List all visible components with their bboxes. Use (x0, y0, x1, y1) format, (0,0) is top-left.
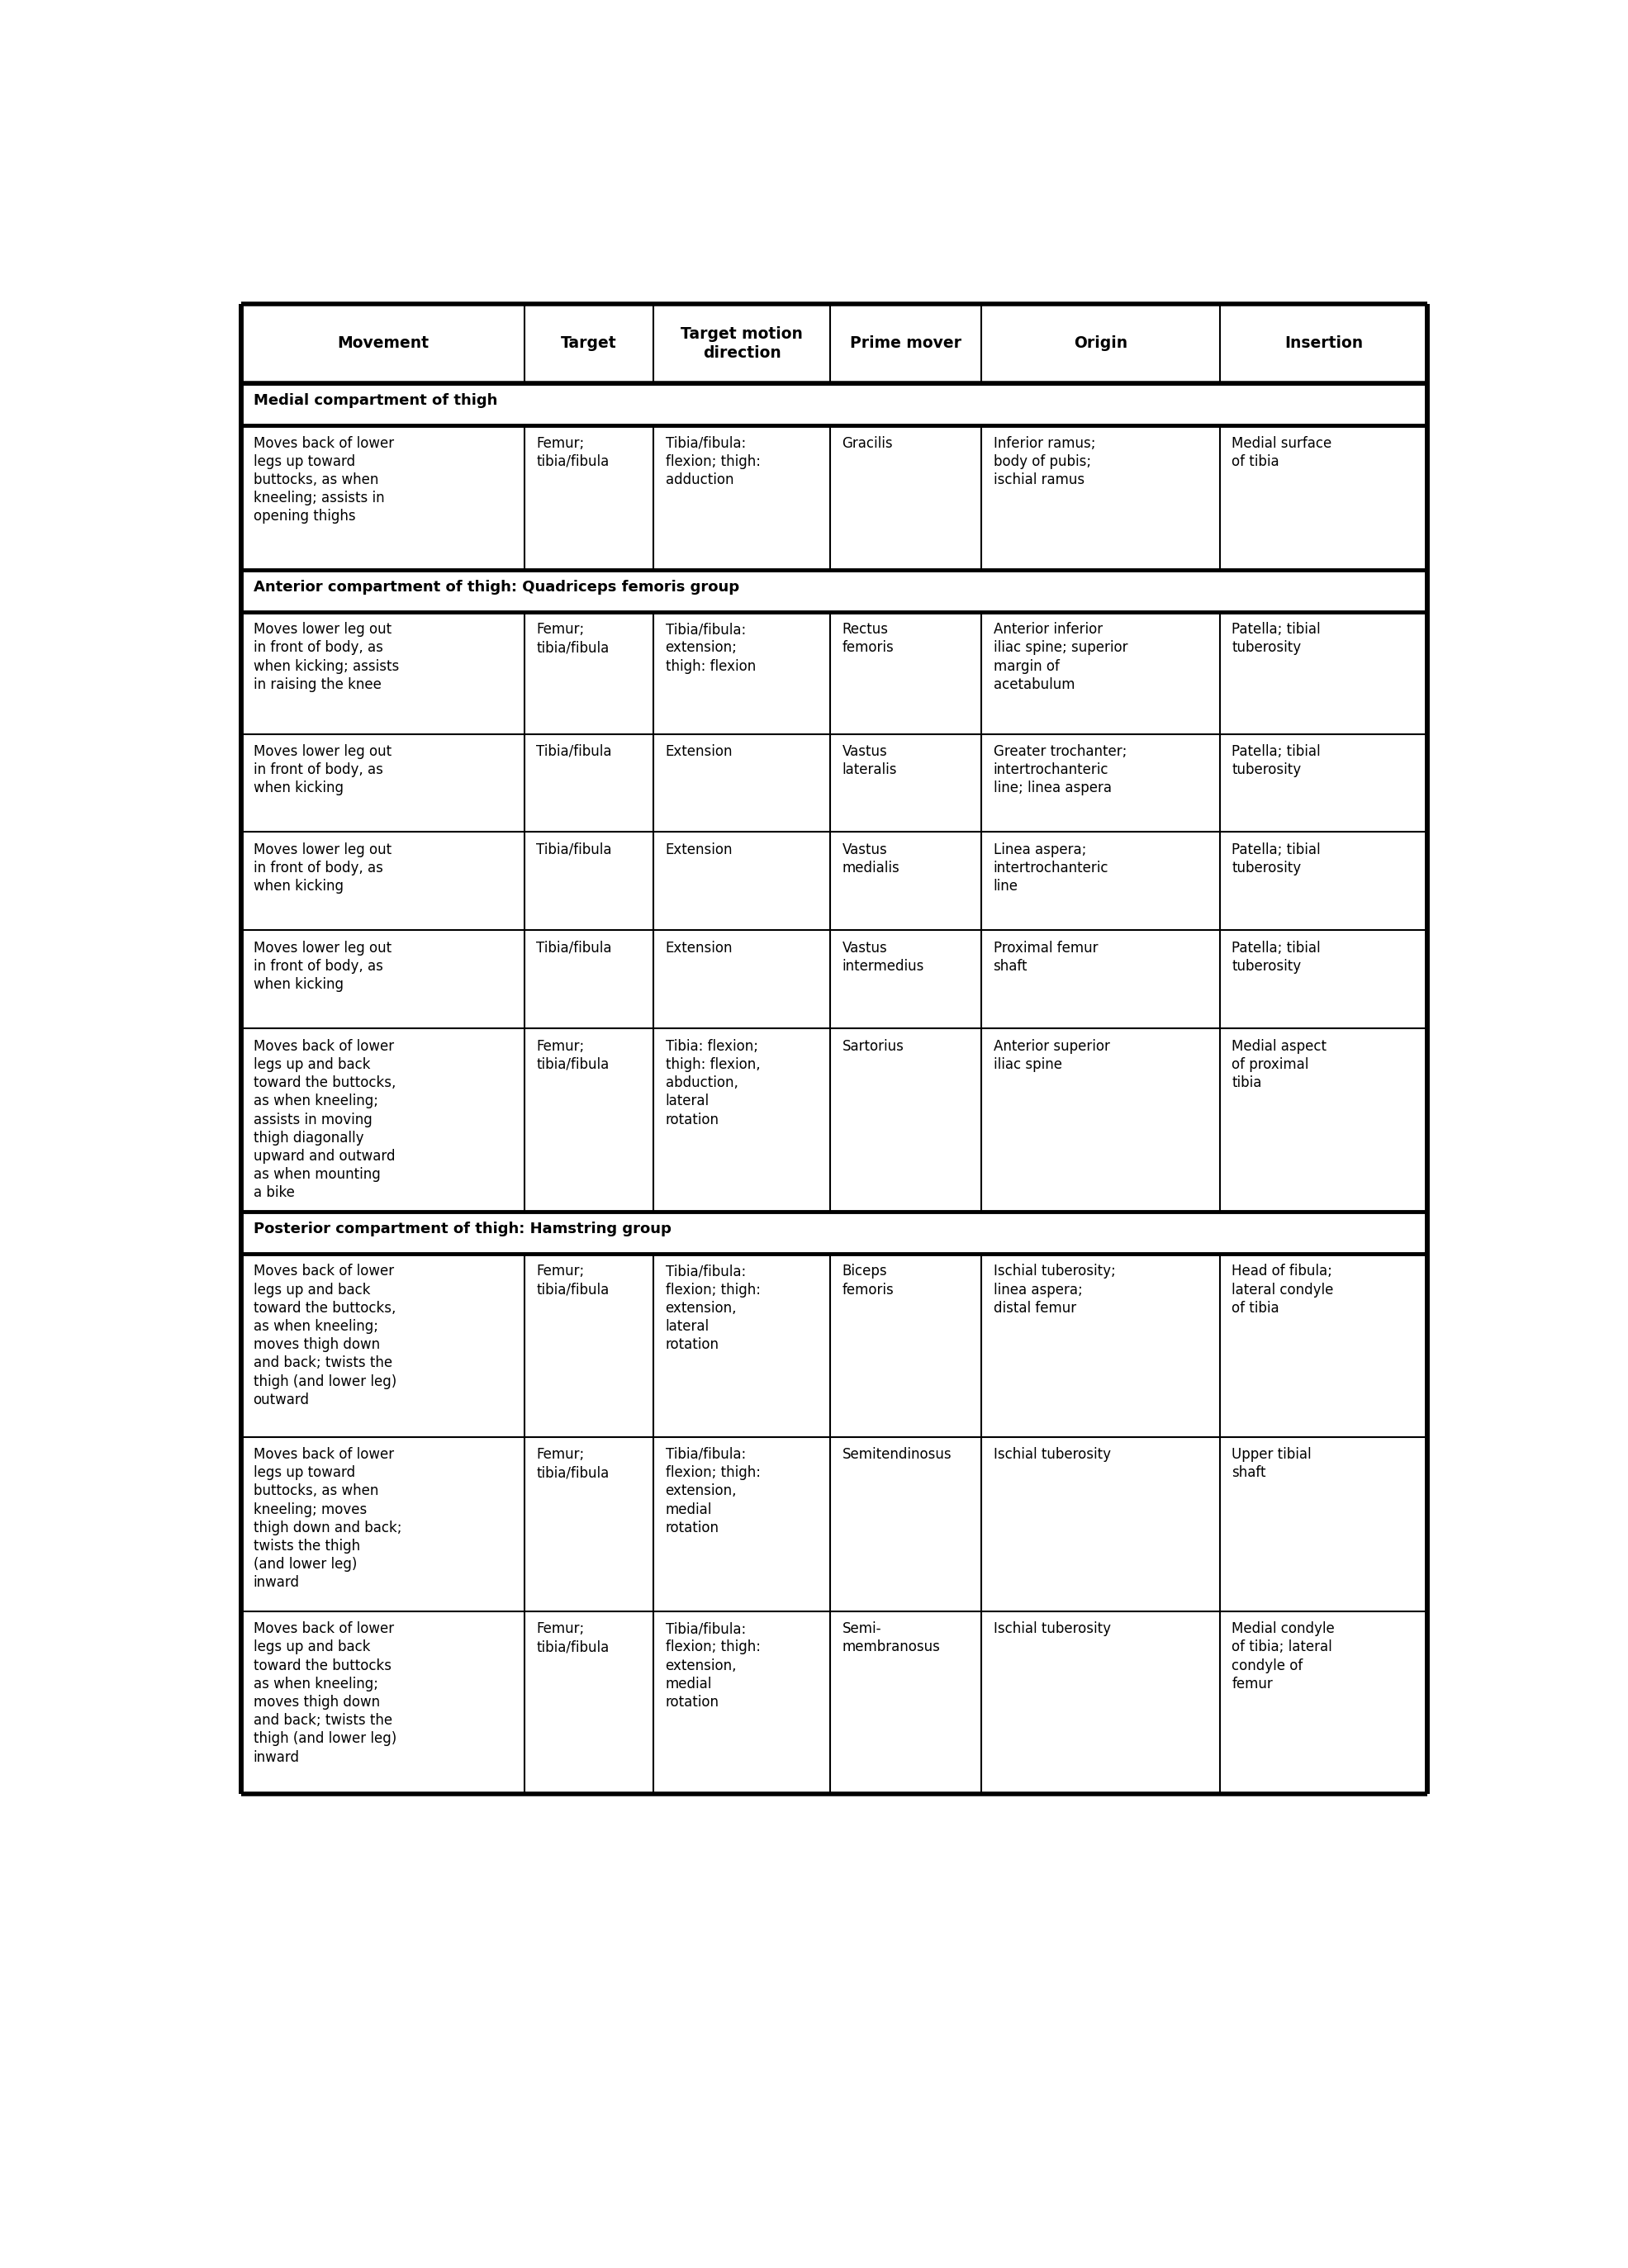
Text: Moves lower leg out
in front of body, as
when kicking; assists
in raising the kn: Moves lower leg out in front of body, as… (254, 621, 399, 692)
Text: Anterior inferior
iliac spine; superior
margin of
acetabulum: Anterior inferior iliac spine; superior … (993, 621, 1128, 692)
Text: Patella; tibial
tuberosity: Patella; tibial tuberosity (1232, 941, 1320, 973)
Text: Tibia/fibula:
flexion; thigh:
extension,
lateral
rotation: Tibia/fibula: flexion; thigh: extension,… (666, 1263, 760, 1352)
Text: Semitendinosus: Semitendinosus (842, 1447, 952, 1463)
Text: Anterior superior
iliac spine: Anterior superior iliac spine (993, 1039, 1110, 1073)
Text: Medial compartment of thigh: Medial compartment of thigh (254, 392, 497, 408)
Text: Moves back of lower
legs up toward
buttocks, as when
kneeling; moves
thigh down : Moves back of lower legs up toward butto… (254, 1447, 402, 1590)
Text: Vastus
medialis: Vastus medialis (842, 841, 900, 875)
Text: Tibia/fibula: Tibia/fibula (536, 841, 612, 857)
Text: Gracilis: Gracilis (842, 435, 894, 451)
Text: Linea aspera;
intertrochanteric
line: Linea aspera; intertrochanteric line (993, 841, 1109, 894)
Text: Movement: Movement (337, 336, 428, 352)
Text: Moves lower leg out
in front of body, as
when kicking: Moves lower leg out in front of body, as… (254, 841, 391, 894)
Text: Sartorius: Sartorius (842, 1039, 904, 1055)
Text: Target: Target (562, 336, 617, 352)
Text: Tibia/fibula: Tibia/fibula (536, 744, 612, 760)
Text: Vastus
lateralis: Vastus lateralis (842, 744, 897, 778)
Text: Patella; tibial
tuberosity: Patella; tibial tuberosity (1232, 621, 1320, 655)
Text: Head of fibula;
lateral condyle
of tibia: Head of fibula; lateral condyle of tibia (1232, 1263, 1333, 1315)
Text: Ischial tuberosity: Ischial tuberosity (993, 1622, 1110, 1637)
Text: Moves lower leg out
in front of body, as
when kicking: Moves lower leg out in front of body, as… (254, 941, 391, 991)
Text: Target motion
direction: Target motion direction (681, 327, 803, 361)
Text: Tibia/fibula:
flexion; thigh:
extension,
medial
rotation: Tibia/fibula: flexion; thigh: extension,… (666, 1447, 760, 1535)
Text: Semi-
membranosus: Semi- membranosus (842, 1622, 941, 1656)
Text: Medial surface
of tibia: Medial surface of tibia (1232, 435, 1332, 469)
Text: Medial condyle
of tibia; lateral
condyle of
femur: Medial condyle of tibia; lateral condyle… (1232, 1622, 1335, 1692)
Text: Tibia: flexion;
thigh: flexion,
abduction,
lateral
rotation: Tibia: flexion; thigh: flexion, abductio… (666, 1039, 760, 1127)
Text: Biceps
femoris: Biceps femoris (842, 1263, 894, 1297)
Text: Insertion: Insertion (1284, 336, 1363, 352)
Text: Femur;
tibia/fibula: Femur; tibia/fibula (536, 1447, 609, 1481)
Text: Ischial tuberosity;
linea aspera;
distal femur: Ischial tuberosity; linea aspera; distal… (993, 1263, 1115, 1315)
Text: Femur;
tibia/fibula: Femur; tibia/fibula (536, 1263, 609, 1297)
Text: Proximal femur
shaft: Proximal femur shaft (993, 941, 1097, 973)
Text: Moves back of lower
legs up and back
toward the buttocks,
as when kneeling;
assi: Moves back of lower legs up and back tow… (254, 1039, 396, 1200)
Text: Moves back of lower
legs up toward
buttocks, as when
kneeling; assists in
openin: Moves back of lower legs up toward butto… (254, 435, 394, 524)
Text: Femur;
tibia/fibula: Femur; tibia/fibula (536, 1622, 609, 1656)
Text: Tibia/fibula: Tibia/fibula (536, 941, 612, 955)
Text: Posterior compartment of thigh: Hamstring group: Posterior compartment of thigh: Hamstrin… (254, 1222, 671, 1236)
Text: Moves lower leg out
in front of body, as
when kicking: Moves lower leg out in front of body, as… (254, 744, 391, 796)
Text: Patella; tibial
tuberosity: Patella; tibial tuberosity (1232, 744, 1320, 778)
Text: Tibia/fibula:
flexion; thigh:
extension,
medial
rotation: Tibia/fibula: flexion; thigh: extension,… (666, 1622, 760, 1710)
Text: Femur;
tibia/fibula: Femur; tibia/fibula (536, 435, 609, 469)
Text: Vastus
intermedius: Vastus intermedius (842, 941, 925, 973)
Text: Anterior compartment of thigh: Quadriceps femoris group: Anterior compartment of thigh: Quadricep… (254, 581, 739, 594)
Text: Extension: Extension (666, 841, 733, 857)
Text: Upper tibial
shaft: Upper tibial shaft (1232, 1447, 1312, 1481)
Text: Femur;
tibia/fibula: Femur; tibia/fibula (536, 621, 609, 655)
Text: Extension: Extension (666, 941, 733, 955)
Text: Rectus
femoris: Rectus femoris (842, 621, 894, 655)
Text: Ischial tuberosity: Ischial tuberosity (993, 1447, 1110, 1463)
Text: Medial aspect
of proximal
tibia: Medial aspect of proximal tibia (1232, 1039, 1327, 1091)
Text: Prime mover: Prime mover (850, 336, 962, 352)
Text: Extension: Extension (666, 744, 733, 760)
Text: Tibia/fibula:
flexion; thigh:
adduction: Tibia/fibula: flexion; thigh: adduction (666, 435, 760, 488)
Text: Femur;
tibia/fibula: Femur; tibia/fibula (536, 1039, 609, 1073)
Text: Moves back of lower
legs up and back
toward the buttocks,
as when kneeling;
move: Moves back of lower legs up and back tow… (254, 1263, 396, 1406)
Text: Inferior ramus;
body of pubis;
ischial ramus: Inferior ramus; body of pubis; ischial r… (993, 435, 1096, 488)
Text: Origin: Origin (1074, 336, 1128, 352)
Text: Patella; tibial
tuberosity: Patella; tibial tuberosity (1232, 841, 1320, 875)
Text: Greater trochanter;
intertrochanteric
line; linea aspera: Greater trochanter; intertrochanteric li… (993, 744, 1127, 796)
Text: Moves back of lower
legs up and back
toward the buttocks
as when kneeling;
moves: Moves back of lower legs up and back tow… (254, 1622, 396, 1765)
Text: Tibia/fibula:
extension;
thigh: flexion: Tibia/fibula: extension; thigh: flexion (666, 621, 755, 674)
